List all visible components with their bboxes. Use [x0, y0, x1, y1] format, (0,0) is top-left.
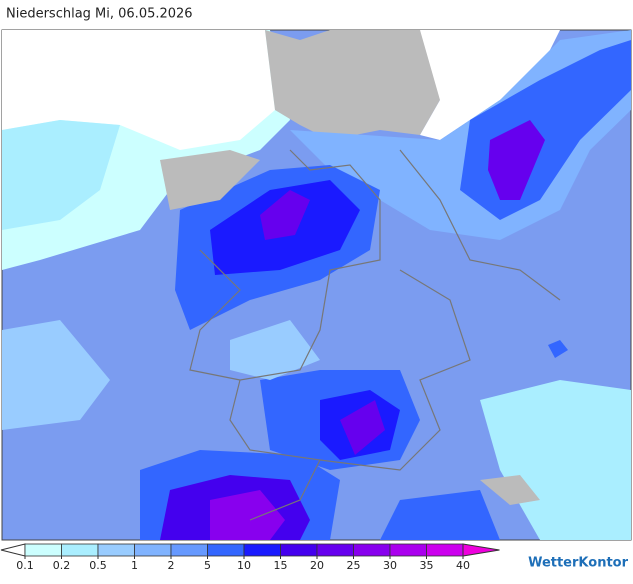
legend-swatch [353, 543, 391, 557]
legend-tick-label: 30 [383, 559, 397, 572]
legend-swatch [134, 543, 172, 557]
legend-tick-label: 20 [310, 559, 324, 572]
legend-swatch [243, 543, 281, 557]
legend-tick-label: 5 [204, 559, 211, 572]
legend-swatch [426, 543, 464, 557]
legend-swatch [61, 543, 99, 557]
legend-tick-label: 10 [237, 559, 251, 572]
map-title: Niederschlag Mi, 06.05.2026 [6, 7, 193, 22]
legend-tick-label: 15 [274, 559, 288, 572]
legend-swatch [207, 543, 245, 557]
legend-arrow-high [462, 543, 500, 557]
map [1, 29, 632, 541]
legend: 0.1 0.2 0.5 1 2 5 10 15 20 25 30 35 40 [0, 543, 500, 572]
legend-tick-label: 25 [347, 559, 361, 572]
legend-tick-label: 0.5 [89, 559, 107, 572]
legend-tick-label: 2 [168, 559, 175, 572]
legend-swatch [389, 543, 427, 557]
brand-logo: WetterKontor [528, 556, 629, 571]
legend-tick-label: 35 [420, 559, 434, 572]
legend-tick-label: 0.2 [53, 559, 71, 572]
legend-swatch [316, 543, 354, 557]
legend-tick-label: 1 [131, 559, 138, 572]
legend-tick-label: 0.1 [16, 559, 34, 572]
legend-arrow-low [0, 543, 26, 557]
legend-swatch [170, 543, 208, 557]
legend-tick-label: 40 [456, 559, 470, 572]
legend-swatch [24, 543, 62, 557]
legend-swatch [97, 543, 135, 557]
legend-swatch [280, 543, 318, 557]
